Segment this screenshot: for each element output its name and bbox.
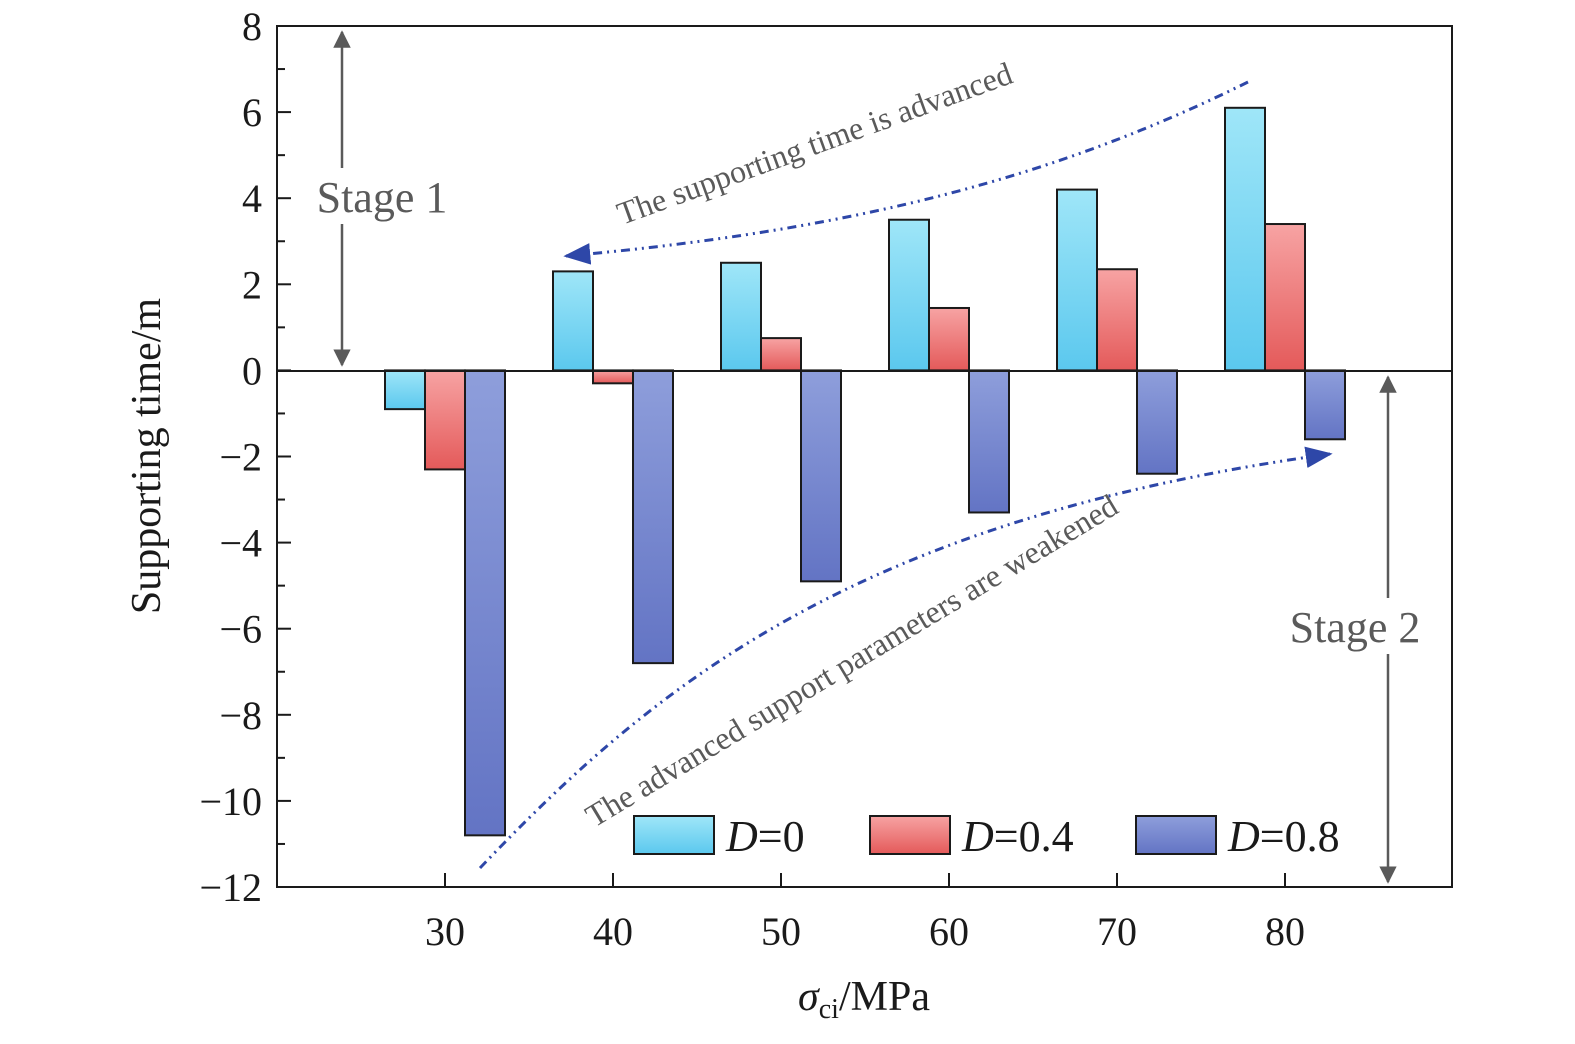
bar-D-0.8-50 — [800, 369, 842, 583]
x-axis: 30 40 50 60 70 80 — [425, 873, 1305, 954]
stage1-label-bg — [300, 168, 470, 224]
legend: D=0 D=0.4 D=0.8 — [633, 812, 1340, 861]
y-tick-label: 4 — [242, 176, 262, 221]
bar-D-0.8-40 — [632, 369, 674, 665]
bar-D-0.8-70 — [1136, 369, 1178, 475]
y-tick-label: −6 — [219, 607, 262, 652]
legend-label: D=0.8 — [1227, 812, 1340, 861]
bar-D-0-60 — [888, 218, 930, 372]
bar-D-0.4-50 — [760, 337, 802, 372]
bar-D-0.4-30 — [424, 369, 466, 471]
x-axis-title-subscript: ci — [819, 994, 839, 1025]
y-tick-label: 8 — [242, 4, 262, 49]
bar-D-0.4-40 — [592, 369, 634, 385]
bar-D-0.8-30 — [464, 369, 506, 837]
legend-swatch — [869, 815, 951, 855]
legend-swatch — [1135, 815, 1217, 855]
x-tick-label: 40 — [593, 909, 633, 954]
bar-D-0-50 — [720, 261, 762, 372]
bar-D-0.8-80 — [1304, 369, 1346, 441]
legend-label: D=0 — [725, 812, 805, 861]
x-tick-label: 80 — [1265, 909, 1305, 954]
lower-trend-arrow — [478, 446, 1333, 870]
upper-trend-annotation: The supporting time is advanced — [612, 55, 1017, 232]
stage2-label-bg — [1272, 598, 1442, 654]
y-tick-label: 0 — [242, 348, 262, 393]
bar-D-0.4-80 — [1264, 223, 1306, 372]
y-tick-label: −10 — [199, 779, 262, 824]
bars-group — [384, 106, 1346, 837]
x-tick-label: 50 — [761, 909, 801, 954]
y-tick-label: 6 — [242, 90, 262, 135]
x-axis-title: σci/MPa — [798, 974, 930, 1025]
legend-swatch — [633, 815, 715, 855]
x-axis-title-unit: /MPa — [839, 974, 930, 1020]
x-tick-label: 60 — [929, 909, 969, 954]
stage1-label: Stage 1 — [317, 173, 448, 222]
bar-D-0-40 — [552, 270, 594, 372]
bar-D-0-30 — [384, 369, 426, 411]
legend-label: D=0.4 — [961, 812, 1074, 861]
upper-trend-arrow — [563, 80, 1249, 265]
y-tick-label: −4 — [219, 521, 262, 566]
y-tick-label: −12 — [199, 865, 262, 910]
y-axis: 8 6 4 2 0 −2 −4 −6 −8 −10 −12 — [199, 4, 291, 910]
bar-D-0-70 — [1056, 188, 1098, 372]
bar-D-0-80 — [1224, 106, 1266, 372]
y-tick-label: −8 — [219, 693, 262, 738]
x-tick-label: 30 — [425, 909, 465, 954]
x-tick-label: 70 — [1097, 909, 1137, 954]
bar-D-0.8-60 — [968, 369, 1010, 514]
y-tick-label: 2 — [242, 262, 262, 307]
bar-D-0.4-70 — [1096, 268, 1138, 372]
y-axis-title: Supporting time/m — [124, 298, 170, 615]
x-axis-title-symbol: σ — [798, 974, 821, 1020]
stage2-label: Stage 2 — [1290, 603, 1421, 652]
bar-D-0.4-60 — [928, 306, 970, 372]
y-tick-label: −2 — [219, 435, 262, 480]
